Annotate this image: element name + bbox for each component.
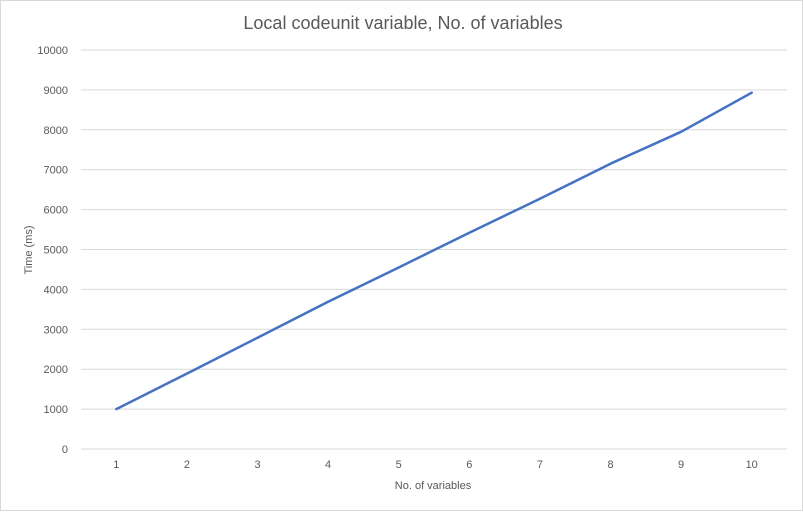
chart-title: Local codeunit variable, No. of variable… <box>243 13 562 33</box>
y-tick-label: 3000 <box>44 324 68 336</box>
y-tick-label: 1000 <box>44 404 68 416</box>
y-tick-label: 10000 <box>37 45 68 57</box>
y-tick-label: 8000 <box>44 125 68 137</box>
series-line <box>115 91 753 411</box>
x-tick-label: 4 <box>325 459 331 471</box>
y-tick-label: 7000 <box>44 165 68 177</box>
x-tick-label: 8 <box>607 459 613 471</box>
y-tick-label: 0 <box>62 444 68 456</box>
y-tick-label: 2000 <box>44 364 68 376</box>
series-lines <box>115 91 753 411</box>
x-tick-label: 2 <box>184 459 190 471</box>
x-axis-ticks: 1 2 3 4 5 6 7 8 9 10 <box>113 459 758 471</box>
y-tick-label: 9000 <box>44 85 68 97</box>
y-tick-label: 5000 <box>44 245 68 257</box>
x-tick-label: 3 <box>254 459 260 471</box>
x-tick-label: 5 <box>396 459 402 471</box>
x-tick-label: 6 <box>466 459 472 471</box>
y-tick-label: 4000 <box>44 284 68 296</box>
x-tick-label: 7 <box>537 459 543 471</box>
x-tick-label: 10 <box>746 459 758 471</box>
x-tick-label: 1 <box>113 459 119 471</box>
y-axis-ticks: 0 1000 2000 3000 4000 5000 6000 7000 8000 9000 100… <box>37 45 68 456</box>
x-axis-label: No. of variables <box>395 480 472 492</box>
y-axis-label: Time (ms) <box>23 225 35 274</box>
x-tick-label: 9 <box>678 459 684 471</box>
y-tick-label: 6000 <box>44 205 68 217</box>
